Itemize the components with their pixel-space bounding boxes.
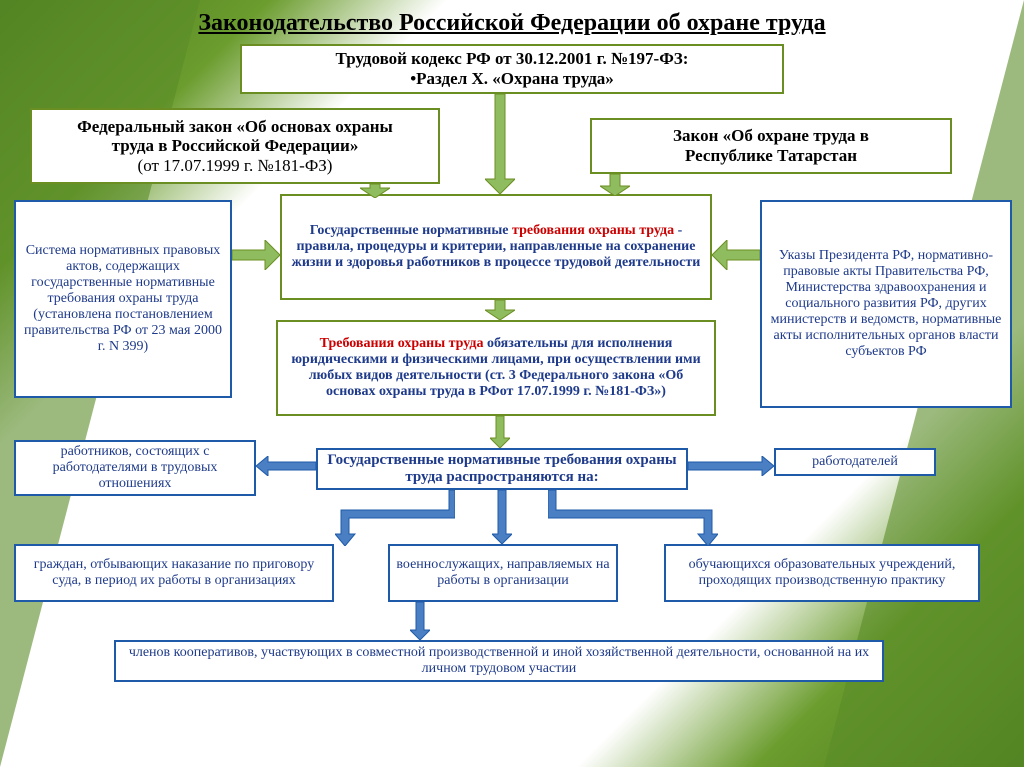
arrow-military-down [492, 490, 512, 544]
labor-codex-box: Трудовой кодекс РФ от 30.12.2001 г. №197… [240, 44, 784, 94]
arrow-codex-down [485, 94, 515, 194]
tatarstan-law-box: Закон «Об охране труда в Республике Тата… [590, 118, 952, 174]
arrow-reqoblig-down [490, 416, 510, 448]
arrow-employers-right [688, 456, 774, 476]
tatlaw-l2: Республике Татарстан [685, 146, 857, 166]
codex-line2: •Раздел X. «Охрана труда» [410, 69, 614, 89]
requirements-obligatory-box: Требования охраны труда обязательны для … [276, 320, 716, 416]
arrow-coop-down [410, 602, 430, 640]
applies-to-box: Государственные нормативные требования о… [316, 448, 688, 490]
arrow-fedlaw-down [360, 184, 390, 198]
arrow-students-down [548, 490, 718, 546]
president-decrees-box: Указы Президента РФ, нормативно-правовые… [760, 200, 1012, 408]
codex-line1: Трудовой кодекс РФ от 30.12.2001 г. №197… [336, 49, 689, 69]
employers-box: работодателей [774, 448, 936, 476]
normative-acts-system-box: Система нормативных правовых актов, соде… [14, 200, 232, 398]
arrow-tatlaw-down [600, 174, 630, 196]
federal-law-box: Федеральный закон «Об основах охраны тру… [30, 108, 440, 184]
arrow-gosreq-down [485, 300, 515, 320]
page-title: Законодательство Российской Федерации об… [80, 8, 944, 40]
citizens-box: граждан, отбывающих наказание по пригово… [14, 544, 334, 602]
reqoblig-text: Требования охраны труда обязательны для … [284, 336, 708, 400]
fedlaw-l2: труда в Российской Федерации» [112, 136, 359, 156]
students-box: обучающихся образовательных учреждений, … [664, 544, 980, 602]
arrow-pres-left [712, 240, 760, 270]
fedlaw-l3: (от 17.07.1999 г. №181-ФЗ) [138, 156, 333, 176]
arrow-workers-left [256, 456, 316, 476]
state-requirements-box: Государственные нормативные требования о… [280, 194, 712, 300]
fedlaw-l1: Федеральный закон «Об основах охраны [77, 117, 393, 137]
arrow-sys-right [232, 240, 280, 270]
arrow-citizens-down [335, 490, 455, 546]
workers-box: работников, состоящих с работодателями в… [14, 440, 256, 496]
gosreq-text: Государственные нормативные требования о… [288, 223, 704, 271]
cooperatives-box: членов кооперативов, участвующих в совме… [114, 640, 884, 682]
tatlaw-l1: Закон «Об охране труда в [673, 126, 869, 146]
military-box: военнослужащих, направляемых на работы в… [388, 544, 618, 602]
